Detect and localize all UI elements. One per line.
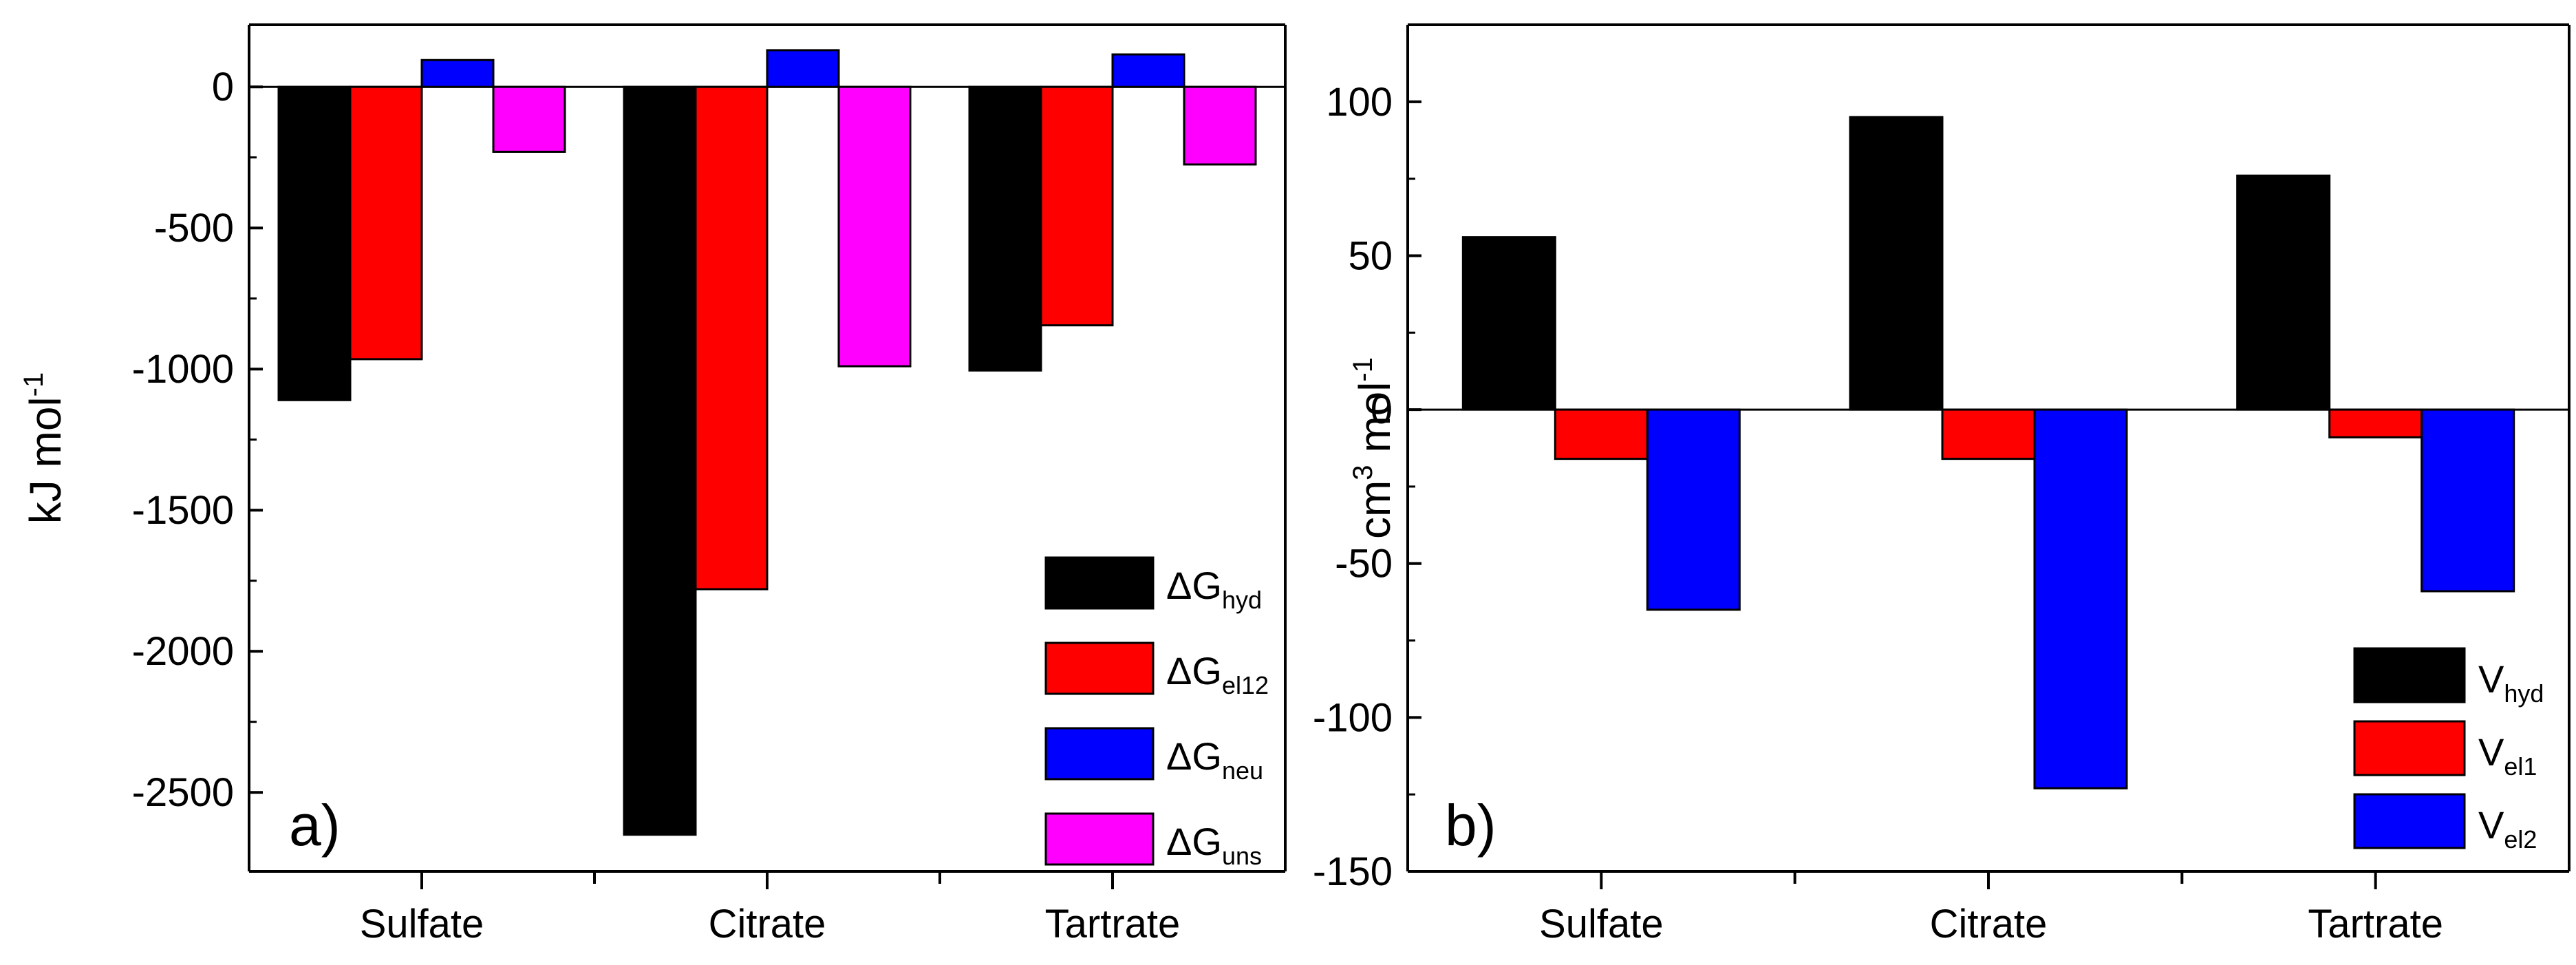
bar-hyd-tartrate [2236, 174, 2331, 411]
y-tick-label: -100 [1313, 695, 1393, 740]
legend-swatch-hyd [2353, 647, 2466, 703]
legend-label-neu: ΔGneu [1166, 734, 1263, 785]
legend-label-el12: ΔGel12 [1166, 649, 1269, 699]
bar-el1-tartrate [2328, 408, 2423, 438]
y-tick-label: -500 [154, 206, 234, 251]
legend-swatch-el1 [2353, 720, 2466, 776]
legend-swatch-neu [1044, 727, 1155, 781]
x-tick-label: Citrate [709, 902, 826, 946]
x-tick-label: Sulfate [360, 902, 484, 946]
y-tick-label: 100 [1326, 80, 1393, 125]
y-tick-label: -2000 [132, 629, 234, 674]
bar-hyd-tartrate [968, 85, 1042, 372]
bar-el1-sulfate [1554, 408, 1649, 460]
bar-hyd-sulfate [1461, 236, 1556, 411]
y-tick-label: 50 [1348, 233, 1393, 278]
bar-el12-sulfate [349, 85, 423, 361]
legend-label-el2: Vel2 [2478, 803, 2537, 853]
bar-hyd-sulfate [277, 85, 352, 401]
y-tick-label: -1500 [132, 488, 234, 533]
x-tick-label: Citrate [1930, 902, 2048, 946]
bar-uns-tartrate [1183, 85, 1257, 166]
y-tick-label: -1000 [132, 347, 234, 392]
y-tick-label: 0 [212, 65, 234, 109]
y-axis-title: kJ mol-1 [19, 372, 70, 524]
x-tick-label: Tartrate [1045, 902, 1181, 946]
panel-label: b) [1445, 793, 1496, 858]
x-tick-label: Tartrate [2308, 902, 2443, 946]
chart-panel-a: 0 -500 -1000 -1500 -2000 -2500 Sulfate Citrate T… [19, 23, 1287, 946]
legend-swatch-el2 [2353, 793, 2466, 849]
bar-el12-tartrate [1040, 85, 1114, 327]
chart-panel-b: 100 50 0 -50 -100 -150 Sulfate Citrate Tartrate c… [1313, 23, 2570, 946]
bar-el2-sulfate [1646, 408, 1741, 611]
bar-neu-sulfate [420, 59, 495, 88]
y-tick-label: 0 [1371, 388, 1393, 432]
legend-label-hyd: Vhyd [2478, 657, 2544, 708]
legend-label-hyd: ΔGhyd [1166, 564, 1262, 614]
bar-uns-sulfate [492, 85, 566, 153]
bar-neu-citrate [766, 49, 840, 88]
y-axis-title: cm3 mol-1 [1348, 357, 1399, 539]
bar-uns-citrate [837, 85, 912, 368]
legend-swatch-el12 [1044, 641, 1155, 695]
x-tick-label: Sulfate [1539, 902, 1664, 946]
bar-el1-citrate [1941, 408, 2036, 460]
bar-hyd-citrate [623, 85, 697, 836]
bar-el2-citrate [2033, 408, 2128, 789]
legend-label-uns: ΔGuns [1166, 820, 1262, 870]
y-tick-label: -2500 [132, 770, 234, 815]
panel-label: a) [289, 793, 341, 858]
bar-el12-citrate [694, 85, 769, 591]
y-tick-label: -150 [1313, 849, 1393, 894]
legend-swatch-hyd [1044, 556, 1155, 610]
bar-neu-tartrate [1111, 53, 1185, 88]
bar-el2-tartrate [2421, 408, 2515, 593]
y-tick-label: -50 [1335, 542, 1393, 586]
legend-swatch-uns [1044, 812, 1155, 866]
legend-label-el1: Vel1 [2478, 730, 2537, 781]
bar-hyd-citrate [1849, 116, 1944, 411]
